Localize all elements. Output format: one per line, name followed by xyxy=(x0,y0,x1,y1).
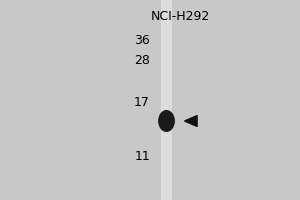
Text: 36: 36 xyxy=(134,33,150,46)
Polygon shape xyxy=(184,116,197,126)
Text: NCI-H292: NCI-H292 xyxy=(150,10,210,23)
Text: 11: 11 xyxy=(134,150,150,162)
Ellipse shape xyxy=(158,110,175,132)
Text: 17: 17 xyxy=(134,96,150,108)
Text: 28: 28 xyxy=(134,53,150,66)
Bar xyxy=(160,0,172,200)
